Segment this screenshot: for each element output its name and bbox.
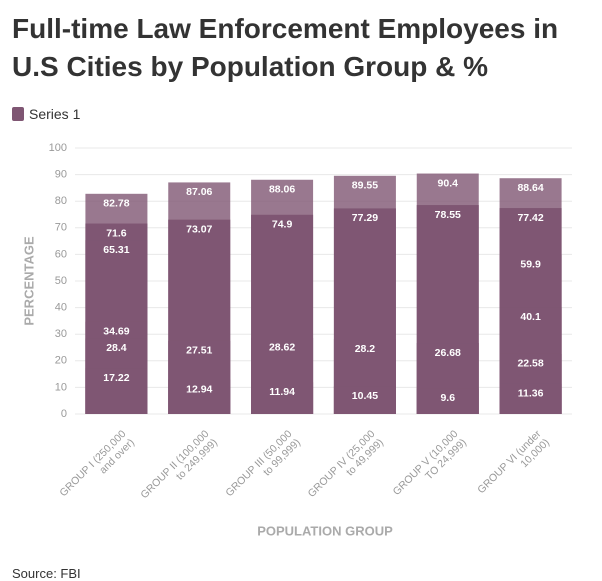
data-label: 77.42	[517, 212, 543, 224]
data-label: 59.9	[520, 258, 541, 270]
data-label: 17.22	[103, 372, 129, 384]
legend-swatch	[12, 107, 24, 121]
y-tick-label: 90	[55, 169, 67, 181]
y-tick-label: 40	[55, 302, 67, 314]
data-label: 82.78	[103, 198, 129, 210]
data-label: 73.07	[186, 223, 212, 235]
y-tick-label: 80	[55, 195, 67, 207]
data-label: 88.64	[517, 182, 543, 194]
y-tick-label: 70	[55, 222, 67, 234]
bar	[333, 386, 396, 414]
data-label: 12.94	[186, 383, 212, 395]
data-label: 78.55	[435, 209, 461, 221]
data-label: 74.9	[272, 219, 293, 231]
legend: Series 1	[12, 106, 80, 122]
y-tick-label: 0	[61, 408, 67, 420]
y-tick-label: 60	[55, 248, 67, 260]
data-label: 65.31	[103, 244, 129, 256]
x-axis-label: POPULATION GROUP	[257, 523, 393, 538]
y-tick-label: 10	[55, 381, 67, 393]
bar	[499, 383, 562, 414]
chart-title: Full-time Law Enforcement Employees in U…	[12, 13, 559, 82]
bar	[85, 368, 148, 414]
data-label: 88.06	[269, 184, 295, 196]
data-label: 28.62	[269, 342, 295, 354]
data-label: 71.6	[106, 227, 127, 239]
data-label: 22.58	[517, 358, 543, 370]
data-label: 28.2	[355, 343, 376, 355]
data-label: 26.68	[435, 347, 461, 359]
data-label: 40.1	[520, 311, 541, 323]
data-label: 11.94	[269, 386, 295, 398]
data-label: 27.51	[186, 345, 212, 357]
data-label: 11.36	[518, 388, 544, 400]
y-axis-label: PERCENTAGE	[21, 236, 36, 326]
legend-label: Series 1	[29, 106, 81, 122]
data-label: 89.55	[352, 180, 378, 192]
data-label: 9.6	[440, 392, 455, 404]
data-label: 87.06	[186, 186, 212, 198]
bar	[168, 379, 231, 414]
y-tick-label: 20	[55, 355, 67, 367]
data-label: 34.69	[103, 326, 129, 338]
y-tick-label: 100	[49, 142, 67, 154]
y-tick-label: 30	[55, 328, 67, 340]
bar	[251, 382, 314, 414]
source: Source: FBI	[12, 566, 81, 581]
data-label: 10.45	[352, 390, 378, 402]
data-label: 28.4	[106, 342, 127, 354]
data-label: 90.4	[438, 177, 459, 189]
data-label: 77.29	[352, 212, 378, 224]
bar	[416, 388, 479, 414]
y-tick-label: 50	[55, 275, 67, 287]
